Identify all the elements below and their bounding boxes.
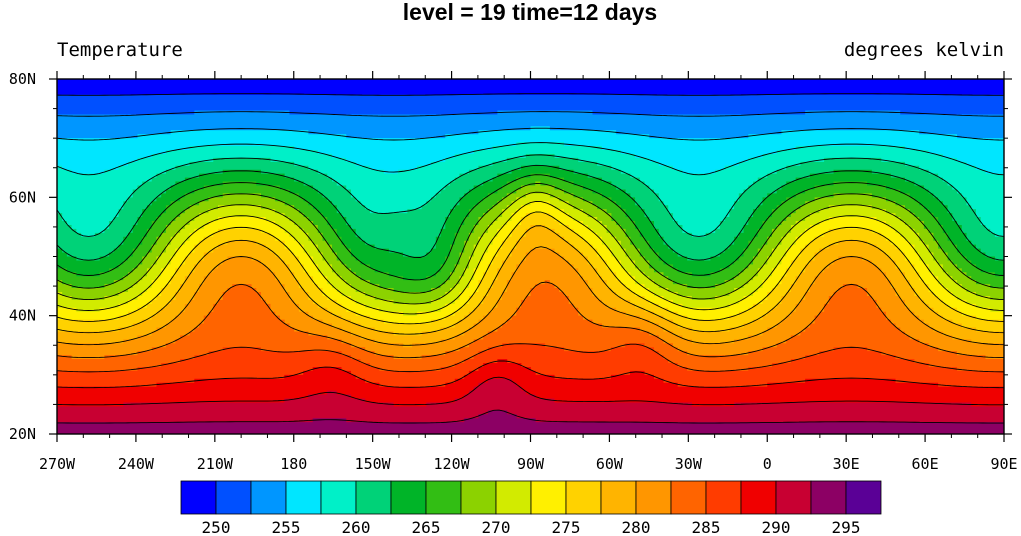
- colorbar-label: 285: [692, 518, 721, 536]
- x-tick-label: 0: [763, 455, 772, 473]
- contour-band: [57, 173, 1004, 293]
- contour-band: [57, 280, 1004, 372]
- colorbar-swatch: [705, 480, 742, 515]
- contour-line: [57, 343, 1004, 373]
- x-tick-label: 30E: [833, 455, 860, 473]
- x-tick-label: 210W: [197, 455, 234, 473]
- x-tick-label: 120W: [434, 455, 471, 473]
- contour-band: [57, 410, 1004, 434]
- contour-line: [57, 191, 1004, 305]
- colorbar-label: 280: [622, 518, 651, 536]
- colorbar-swatch: [355, 480, 392, 515]
- y-tick-label: 80N: [9, 70, 36, 88]
- colorbar-swatch: [775, 480, 812, 515]
- colorbar-swatch: [390, 480, 427, 515]
- x-tick-label: 270W: [39, 455, 76, 473]
- y-tick-label: 40N: [9, 307, 36, 325]
- colorbar-label: 290: [762, 518, 791, 536]
- contour-bands: [57, 79, 1004, 434]
- colorbar-swatch: [635, 480, 672, 515]
- x-tick-label: 90W: [517, 455, 545, 473]
- contour-line: [57, 246, 1004, 346]
- colorbar-swatch: [250, 480, 287, 515]
- contour-band: [57, 165, 1004, 281]
- colorbar-label: 270: [482, 518, 511, 536]
- contour-line: [57, 142, 1004, 176]
- contour-line: [57, 164, 1004, 261]
- x-tick-label: 150W: [355, 455, 392, 473]
- contour-line: [57, 360, 1004, 389]
- colorbar-swatch: [530, 480, 567, 515]
- contour-line: [57, 281, 1004, 359]
- colorbar: 250 255 260 265 270 275 280 285 290 295: [180, 480, 882, 536]
- contour-line: [57, 200, 1004, 315]
- x-tick-label: 60E: [912, 455, 939, 473]
- contour-band: [57, 343, 1004, 388]
- x-tick-label: 240W: [118, 455, 155, 473]
- contour-line: [57, 183, 1004, 294]
- contour-line: [57, 174, 1004, 281]
- colorbar-label: 295: [832, 518, 861, 536]
- contour-band: [57, 378, 1004, 423]
- contour-lines: [57, 93, 1004, 424]
- colorbar-label: 255: [272, 518, 301, 536]
- contour-band: [57, 94, 1004, 115]
- contour-line: [57, 376, 1004, 406]
- y-tick-label: 60N: [9, 188, 36, 206]
- colorbar-label: 250: [202, 518, 231, 536]
- colorbar-swatch: [740, 480, 777, 515]
- contour-line: [57, 409, 1004, 424]
- x-tick-label: 60W: [596, 455, 624, 473]
- colorbar-swatch: [600, 480, 637, 515]
- colorbar-swatch: [670, 480, 707, 515]
- contour-band: [57, 181, 1004, 305]
- colorbar-label: 275: [552, 518, 581, 536]
- contour-line: [57, 225, 1004, 335]
- colorbar-swatch: [425, 480, 462, 515]
- y-axis: 20N 40N 60N 80N: [9, 70, 1012, 443]
- x-tick-label: 90E: [990, 455, 1017, 473]
- colorbar-swatch: [215, 480, 252, 515]
- colorbar-swatch: [460, 480, 497, 515]
- x-tick-label: 30W: [675, 455, 703, 473]
- x-axis: 270W 240W 210W 180 150W 120W 90W 60W 30W 0 30E 60E 9…: [39, 71, 1018, 473]
- contour-line: [57, 93, 1004, 96]
- contour-line: [57, 127, 1004, 141]
- x-tick-label: 180: [280, 455, 307, 473]
- contour-band: [57, 193, 1004, 317]
- contour-band: [57, 79, 1004, 96]
- contour-line: [57, 111, 1004, 117]
- right-string: degrees kelvin: [844, 39, 1004, 61]
- colorbar-swatch: [320, 480, 357, 515]
- contour-band: [57, 110, 1004, 139]
- contour-line: [57, 154, 1004, 237]
- contour-band: [57, 126, 1004, 175]
- colorbar-swatch: [810, 480, 847, 515]
- colorbar-swatch: [845, 480, 882, 515]
- colorbar-swatch: [180, 480, 217, 515]
- colorbar-label: 260: [342, 518, 371, 536]
- left-string: Temperature: [57, 39, 183, 61]
- y-tick-label: 20N: [9, 425, 36, 443]
- contour-band: [57, 359, 1004, 407]
- contour-line: [57, 211, 1004, 325]
- contour-band: [57, 224, 1004, 348]
- contour-band: [57, 213, 1004, 336]
- colorbar-swatch: [565, 480, 602, 515]
- colorbar-swatch: [495, 480, 532, 515]
- colorbar-swatch: [285, 480, 322, 515]
- chart-title: level = 19 time=12 days: [403, 0, 657, 25]
- colorbar-label: 265: [412, 518, 441, 536]
